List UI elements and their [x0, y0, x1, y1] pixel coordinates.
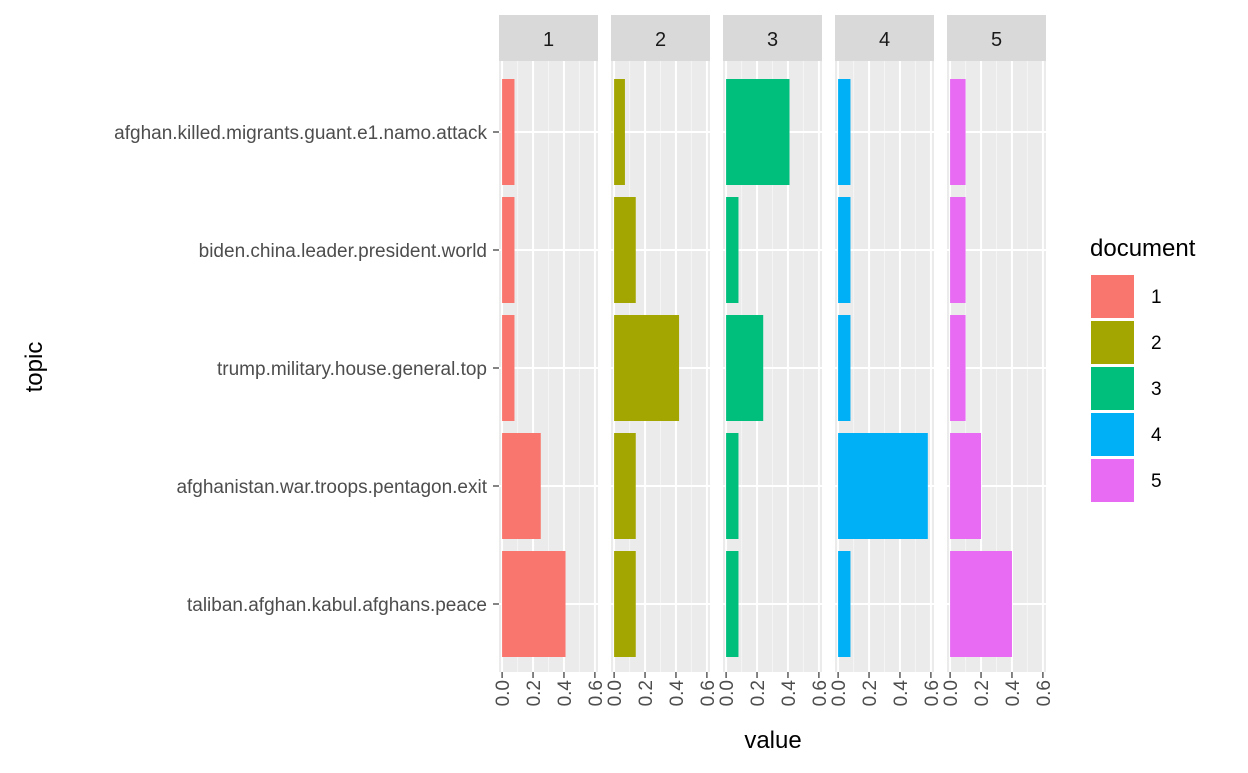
x-tick-label: 0.2 — [748, 680, 769, 706]
y-tick-label: biden.china.leader.president.world — [199, 241, 487, 262]
bar — [502, 197, 515, 303]
facet-strip-label: 4 — [879, 29, 890, 51]
facet-panel-2: 2 0.0 0.2 0.4 0.6 — [605, 15, 719, 706]
legend-label: 4 — [1151, 425, 1162, 446]
facet-panel-4: 4 0.0 0.2 0.4 0.6 — [829, 15, 943, 706]
facet-strip — [499, 15, 598, 61]
x-tick-label: 0.4 — [555, 680, 576, 707]
x-tick-label: 0.0 — [941, 680, 962, 706]
bar — [838, 197, 851, 303]
bar — [950, 79, 966, 185]
x-axis-title: value — [744, 727, 801, 754]
x-tick-label: 0.6 — [1034, 680, 1055, 706]
x-tick-label: 0.2 — [860, 680, 881, 706]
x-tick-label: 0.6 — [698, 680, 719, 706]
bar — [950, 433, 982, 539]
legend-label: 2 — [1151, 333, 1162, 354]
x-tick-label: 0.4 — [779, 680, 800, 707]
x-tick-label: 0.6 — [586, 680, 607, 706]
x-tick-label: 0.6 — [922, 680, 943, 706]
bar — [726, 433, 739, 539]
legend-label: 3 — [1151, 379, 1162, 400]
facet-panel-1: 1 0.0 0.2 0.4 0.6 — [493, 15, 607, 706]
x-tick-label: 0.0 — [493, 680, 514, 706]
bar — [726, 197, 739, 303]
bar — [502, 551, 566, 657]
legend-key — [1089, 365, 1136, 412]
bar — [614, 315, 680, 421]
facet-strip — [723, 15, 822, 61]
facet-strip — [835, 15, 934, 61]
y-tick-label: taliban.afghan.kabul.afghans.peace — [187, 595, 487, 616]
x-tick-label: 0.0 — [829, 680, 850, 706]
legend-key — [1089, 457, 1136, 504]
facet-strip-label: 5 — [991, 29, 1002, 51]
bar — [838, 79, 851, 185]
bar — [838, 315, 851, 421]
legend-label: 1 — [1151, 287, 1162, 308]
bar — [502, 315, 515, 421]
x-tick-label: 0.0 — [717, 680, 738, 706]
bar — [614, 79, 625, 185]
bar — [726, 315, 764, 421]
y-tick-label: trump.military.house.general.top — [217, 359, 487, 380]
bar — [950, 315, 966, 421]
legend-title: document — [1090, 235, 1196, 262]
facet-strip — [611, 15, 710, 61]
facet-panel-3: 3 0.0 0.2 0.4 0.6 — [717, 15, 831, 706]
bar — [614, 433, 636, 539]
y-tick-label: afghanistan.war.troops.pentagon.exit — [176, 477, 487, 498]
facet-strip-label: 3 — [767, 29, 778, 51]
bar — [950, 197, 966, 303]
bar — [502, 433, 541, 539]
facet-strip-label: 2 — [655, 29, 666, 51]
facet-strip — [947, 15, 1046, 61]
y-tick-label: afghan.killed.migrants.guant.e1.namo.att… — [114, 123, 487, 144]
bar — [838, 551, 851, 657]
y-axis-title: topic — [21, 342, 48, 393]
facet-panel-5: 5 0.0 0.2 0.4 0.6 — [941, 15, 1055, 706]
x-tick-label: 0.4 — [667, 680, 688, 707]
x-tick-label: 0.0 — [605, 680, 626, 706]
bar — [838, 433, 928, 539]
x-tick-label: 0.2 — [636, 680, 657, 706]
legend-key — [1089, 319, 1136, 366]
x-tick-label: 0.4 — [891, 680, 912, 707]
legend: document 1 2 3 4 5 — [1089, 235, 1196, 504]
legend-key — [1089, 411, 1136, 458]
legend-key — [1089, 273, 1136, 320]
bar — [502, 79, 515, 185]
x-tick-label: 0.2 — [972, 680, 993, 706]
x-tick-label: 0.4 — [1003, 680, 1024, 707]
x-tick-label: 0.2 — [524, 680, 545, 706]
bar — [726, 551, 739, 657]
bar — [614, 551, 636, 657]
bar — [950, 551, 1012, 657]
legend-label: 5 — [1151, 471, 1162, 492]
bar — [726, 79, 790, 185]
bar — [614, 197, 636, 303]
x-tick-label: 0.6 — [810, 680, 831, 706]
facet-strip-label: 1 — [543, 29, 554, 51]
